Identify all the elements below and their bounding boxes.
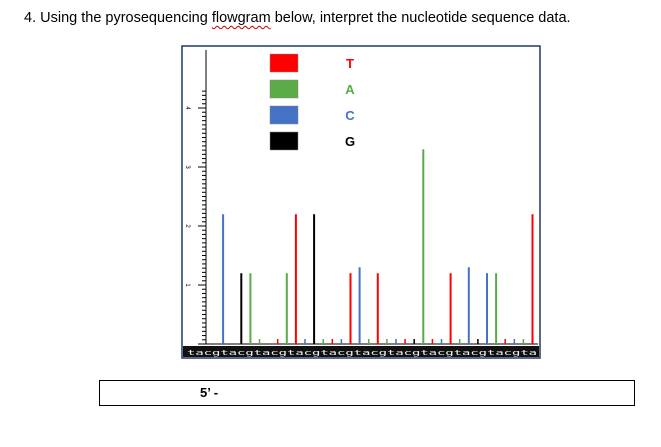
flowgram-chart: tacgtacgtacgtacgtacgtacgtacgtacgtacgtacg… [181,45,541,359]
legend-label-c: C [345,108,355,123]
legend-swatch-t [269,53,299,73]
y-tick-label: 3 [184,165,190,169]
question-keyword: flowgram [211,10,271,26]
legend-swatch-a [269,79,299,99]
question-text: 4. Using the pyrosequencing flowgram bel… [24,10,571,26]
question-before: Using the pyrosequencing [40,10,208,26]
legend-label-a: A [345,82,355,97]
legend-label-t: T [346,56,354,71]
answer-prefix: 5’ - [200,385,219,400]
legend-label-g: G [345,134,355,149]
legend-swatch-c [269,105,299,125]
dispensation-band [183,346,539,357]
answer-box[interactable]: 5’ - [99,380,635,406]
legend-swatch-g [269,131,299,151]
question-number: 4. [24,10,37,26]
dispensation-order: tacgtacgtacgtacgtacgtacgtacgtacgtacgtacg… [187,348,537,357]
question-after: below, interpret the nucleotide sequence… [274,10,571,26]
flowgram-figure: tacgtacgtacgtacgtacgtacgtacgtacgtacgtacg… [180,44,544,362]
y-tick-label: 1 [184,283,190,287]
y-tick-label: 2 [184,224,190,228]
y-tick-label: 4 [184,106,190,110]
